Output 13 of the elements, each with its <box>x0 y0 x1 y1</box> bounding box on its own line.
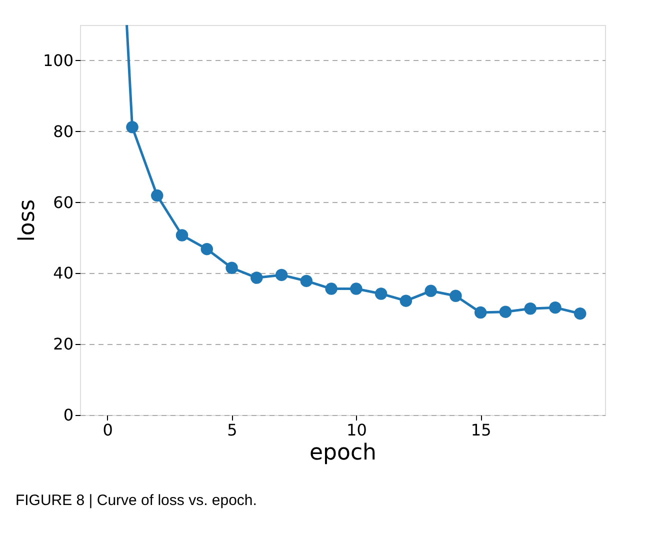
caption: FIGURE 8 | Curve of loss vs. epoch. <box>15 492 257 509</box>
y-tick-label: 0 <box>63 406 74 424</box>
x-axis-title: epoch <box>310 440 376 466</box>
y-tick-label: 100 <box>42 50 74 70</box>
y-tick-label: 60 <box>53 192 74 212</box>
y-axis-title: loss <box>14 199 40 242</box>
y-tick-label: 20 <box>53 334 74 354</box>
x-tick-label: 5 <box>227 420 238 440</box>
x-tick-label: 10 <box>346 420 367 440</box>
y-tick-label: 40 <box>53 264 74 283</box>
x-tick-label: 15 <box>470 420 492 440</box>
y-tick-label: 80 <box>53 122 74 141</box>
x-tick-label: 0 <box>102 420 113 440</box>
